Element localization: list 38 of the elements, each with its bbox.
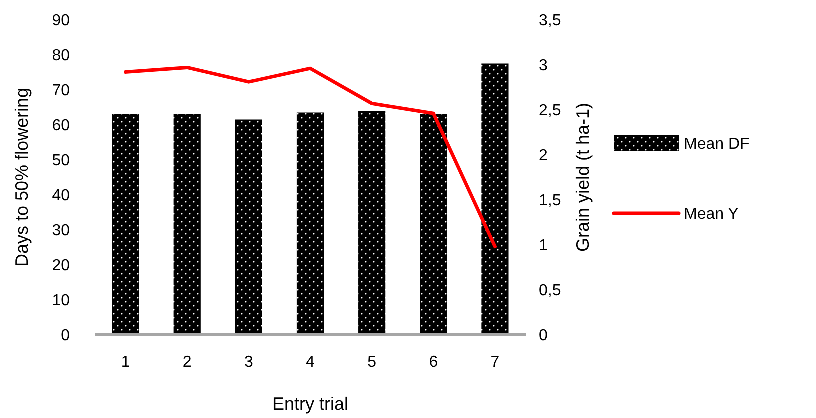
y-tick-label: 50 [52,152,70,170]
bar [482,64,509,335]
legend-label: Mean DF [684,136,750,154]
y-tick-label: 10 [52,292,70,310]
y2-tick-label: 3,5 [539,12,562,30]
y2-tick-label: 1 [539,238,548,255]
bar [420,114,448,335]
bar [358,111,386,335]
y2-axis-title: Grain yield (t ha-1) [573,102,593,252]
legend-label: Mean Y [684,206,740,224]
bar [235,120,262,335]
bar [112,114,140,335]
y2-tick-label: 0 [539,328,548,345]
y-tick-label: 30 [52,222,70,240]
x-tick-label: 2 [182,354,192,371]
y2-tick-label: 2,5 [539,102,562,120]
x-tick-label: 3 [244,354,254,371]
y-tick-label: 40 [52,188,70,205]
bar [174,114,201,335]
y2-tick-label: 1,5 [539,192,562,210]
y-tick-label: 60 [52,118,70,135]
y-tick-label: 80 [52,48,70,65]
y-tick-label: 90 [52,12,70,30]
y2-tick-label: 3 [539,58,548,75]
y2-tick-label: 2 [539,148,548,165]
x-tick-label: 4 [306,354,316,371]
y-tick-label: 0 [61,328,70,345]
x-axis-title: Entry trial [272,394,349,414]
y-tick-label: 20 [52,258,70,275]
x-tick-label: 7 [490,354,500,371]
y2-tick-label: 0,5 [539,282,562,300]
y-tick-label: 70 [52,82,70,100]
x-tick-label: 1 [121,354,130,371]
line-series [124,66,497,249]
y-axis-title: Days to 50% flowering [12,88,32,268]
x-tick-label: 5 [368,354,377,371]
x-tick-label: 6 [429,354,438,371]
bar [296,112,324,335]
